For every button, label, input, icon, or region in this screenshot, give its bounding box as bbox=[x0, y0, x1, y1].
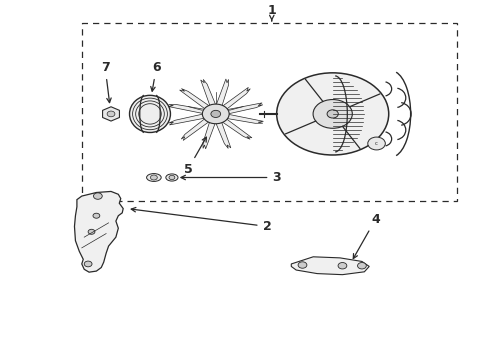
Circle shape bbox=[84, 261, 92, 267]
Circle shape bbox=[358, 262, 367, 269]
Circle shape bbox=[338, 262, 347, 269]
Polygon shape bbox=[216, 122, 231, 148]
Polygon shape bbox=[222, 87, 250, 109]
Polygon shape bbox=[226, 114, 264, 123]
Circle shape bbox=[93, 213, 100, 218]
Polygon shape bbox=[222, 119, 252, 139]
Circle shape bbox=[107, 111, 115, 117]
Circle shape bbox=[298, 262, 307, 268]
Text: 4: 4 bbox=[353, 213, 380, 258]
Circle shape bbox=[277, 73, 389, 155]
Polygon shape bbox=[226, 103, 263, 114]
Text: 7: 7 bbox=[101, 61, 111, 103]
Circle shape bbox=[327, 110, 338, 118]
Circle shape bbox=[94, 193, 102, 199]
Polygon shape bbox=[201, 80, 216, 106]
Text: 3: 3 bbox=[181, 171, 281, 184]
Circle shape bbox=[169, 175, 175, 180]
Circle shape bbox=[368, 137, 385, 150]
Polygon shape bbox=[216, 79, 228, 106]
Ellipse shape bbox=[129, 95, 171, 132]
Polygon shape bbox=[291, 257, 369, 275]
Ellipse shape bbox=[147, 174, 161, 181]
Text: 2: 2 bbox=[131, 207, 271, 233]
Circle shape bbox=[313, 99, 352, 128]
Text: c: c bbox=[375, 141, 378, 146]
Text: 6: 6 bbox=[151, 61, 161, 91]
Polygon shape bbox=[168, 104, 205, 114]
Text: 5: 5 bbox=[184, 137, 206, 176]
Bar bbox=[82, 23, 457, 202]
Polygon shape bbox=[102, 107, 120, 121]
Polygon shape bbox=[74, 192, 123, 272]
Circle shape bbox=[88, 229, 95, 234]
Circle shape bbox=[150, 175, 157, 180]
Polygon shape bbox=[181, 118, 209, 140]
Polygon shape bbox=[179, 89, 210, 109]
Circle shape bbox=[202, 104, 229, 124]
Text: 1: 1 bbox=[268, 4, 276, 17]
Polygon shape bbox=[203, 122, 215, 149]
Polygon shape bbox=[169, 114, 205, 125]
Ellipse shape bbox=[166, 174, 178, 181]
Circle shape bbox=[211, 111, 220, 117]
